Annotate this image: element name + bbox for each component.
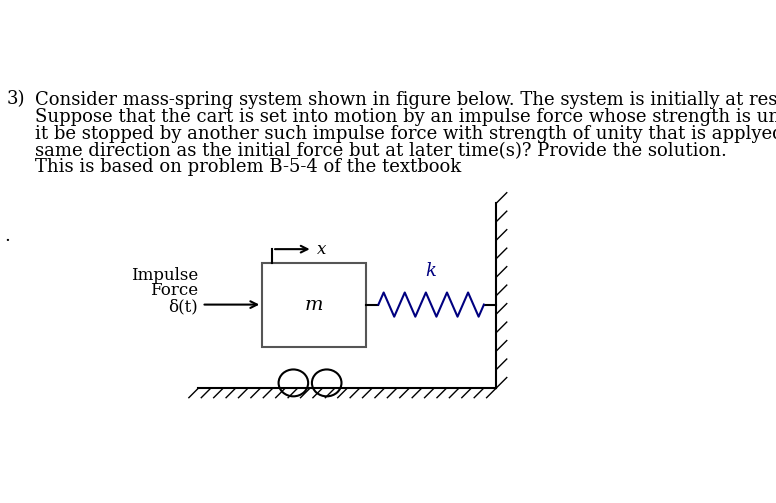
Text: Impulse: Impulse bbox=[131, 268, 198, 284]
Text: Force: Force bbox=[150, 282, 198, 299]
Text: This is based on problem B-5-4 of the textbook: This is based on problem B-5-4 of the te… bbox=[35, 158, 461, 176]
Ellipse shape bbox=[279, 369, 308, 396]
Text: it be stopped by another such impulse force with strength of unity that is apply: it be stopped by another such impulse fo… bbox=[35, 125, 776, 143]
Text: k: k bbox=[426, 263, 437, 280]
Text: m: m bbox=[305, 296, 324, 313]
Text: x: x bbox=[317, 240, 326, 258]
Text: same direction as the initial force but at later time(s)? Provide the solution.: same direction as the initial force but … bbox=[35, 142, 727, 159]
Bar bbox=[262, 263, 366, 347]
Text: 3): 3) bbox=[7, 91, 26, 109]
Text: .: . bbox=[4, 227, 10, 245]
Text: δ(t): δ(t) bbox=[168, 298, 198, 315]
Ellipse shape bbox=[312, 369, 341, 396]
Text: Consider mass-spring system shown in figure below. The system is initially at re: Consider mass-spring system shown in fig… bbox=[35, 91, 776, 109]
Text: Suppose that the cart is set into motion by an impulse force whose strength is u: Suppose that the cart is set into motion… bbox=[35, 108, 776, 126]
